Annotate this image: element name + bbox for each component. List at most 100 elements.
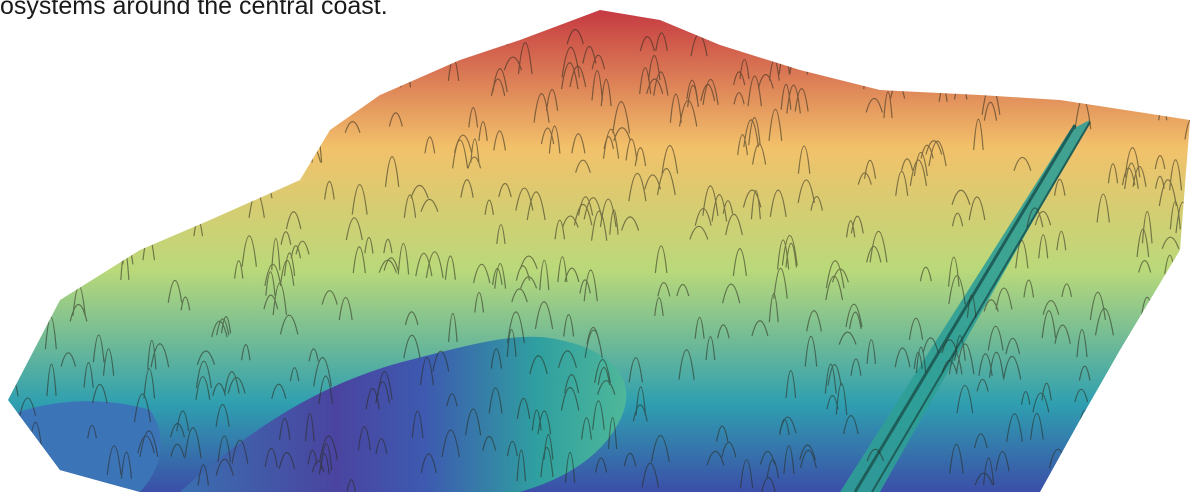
tree-crown <box>506 440 518 457</box>
tree-crown <box>516 397 531 420</box>
tree-crown <box>517 42 533 75</box>
tree-crown <box>406 31 425 49</box>
tree-crown <box>8 286 15 311</box>
tree-crown <box>271 237 281 271</box>
tree-crown <box>1169 201 1181 230</box>
tree-crown <box>561 215 579 228</box>
tree-crown <box>594 457 608 473</box>
tree-crown <box>241 344 251 361</box>
tree-crown <box>217 435 232 462</box>
tree-crown <box>564 451 576 483</box>
tree-crown <box>200 31 220 63</box>
tree-crown <box>241 235 257 267</box>
tree-crown <box>1107 163 1119 184</box>
tree-crown <box>110 107 121 137</box>
tree-crown <box>19 397 37 416</box>
tree-crown <box>794 88 809 112</box>
tree-crown <box>184 427 202 459</box>
tree-crown <box>432 350 450 372</box>
tree-crown <box>748 117 761 146</box>
tree-crown <box>15 103 28 126</box>
tree-crown <box>922 337 939 354</box>
tree-crown <box>717 324 730 339</box>
tree-crown <box>597 366 611 385</box>
tree-crown <box>995 287 1013 310</box>
tree-crown <box>388 112 403 127</box>
tree-crown <box>866 245 882 263</box>
tree-crown <box>571 133 586 154</box>
tree-crown <box>766 459 780 479</box>
tree-crown <box>8 273 14 302</box>
tree-crown <box>721 283 741 304</box>
tree-crown <box>1138 259 1152 273</box>
tree-crown <box>138 209 150 241</box>
tree-crown <box>678 349 695 380</box>
tree-crown <box>295 240 310 255</box>
tree-crown <box>1158 179 1178 207</box>
tree-crown <box>711 194 728 222</box>
tree-crown <box>205 29 222 42</box>
tree-crown <box>928 140 947 167</box>
tree-crown <box>444 255 456 280</box>
tree-crown <box>747 75 762 107</box>
tree-crown <box>564 374 580 394</box>
tree-crown <box>425 251 444 279</box>
tree-crown <box>411 410 424 438</box>
tree-crown <box>983 101 998 121</box>
tree-crown <box>506 329 517 357</box>
tree-crown <box>1045 84 1057 99</box>
tree-crown <box>319 435 339 461</box>
tree-crown <box>600 79 612 107</box>
tree-crown <box>768 108 783 142</box>
tree-crown <box>127 174 142 189</box>
tree-crown <box>195 360 212 389</box>
tree-crown <box>925 140 943 155</box>
tree-crown <box>1124 147 1141 178</box>
tree-crown <box>409 18 424 51</box>
tree-crown <box>289 367 300 382</box>
tree-crown <box>657 281 671 297</box>
tree-crown <box>1138 408 1150 423</box>
tree-crown <box>563 313 575 337</box>
tree-crown <box>883 91 893 119</box>
tree-crown <box>737 133 748 156</box>
tree-crown <box>702 185 719 216</box>
tree-crown <box>995 450 1010 472</box>
tree-crown <box>725 213 743 236</box>
tree-crown <box>825 260 845 289</box>
tree-crown <box>913 152 928 177</box>
tree-crown <box>1170 27 1187 45</box>
tree-crown <box>954 335 966 361</box>
tree-crown <box>496 224 506 244</box>
tree-crown <box>676 283 690 297</box>
tree-crown <box>173 33 188 56</box>
tree-crown <box>951 212 964 227</box>
tree-crown <box>338 297 353 321</box>
tree-crown <box>1078 365 1091 381</box>
tree-crown <box>1005 337 1021 355</box>
tree-crown <box>231 439 249 464</box>
tree-crown <box>133 393 152 423</box>
tree-crown <box>488 387 503 414</box>
tree-crown <box>869 230 888 263</box>
tree-crown <box>639 36 655 52</box>
tree-crown <box>280 231 292 245</box>
tree-crown <box>543 434 554 460</box>
tree-crown <box>583 269 598 302</box>
tree-crown <box>234 260 244 279</box>
tree-crown <box>987 325 1004 351</box>
tree-crown <box>8 351 15 383</box>
tree-crown <box>271 383 287 399</box>
tree-crown <box>441 429 460 458</box>
tree-crown <box>516 449 527 482</box>
tree-crown <box>1149 427 1161 444</box>
tree-crown <box>383 238 393 254</box>
tree-crown <box>800 449 817 468</box>
tree-crown <box>584 329 603 358</box>
tree-crown <box>91 145 108 174</box>
tree-crown <box>609 209 619 235</box>
tree-crown <box>195 376 211 400</box>
tree-crown <box>988 351 1005 378</box>
tree-crown <box>956 385 974 414</box>
